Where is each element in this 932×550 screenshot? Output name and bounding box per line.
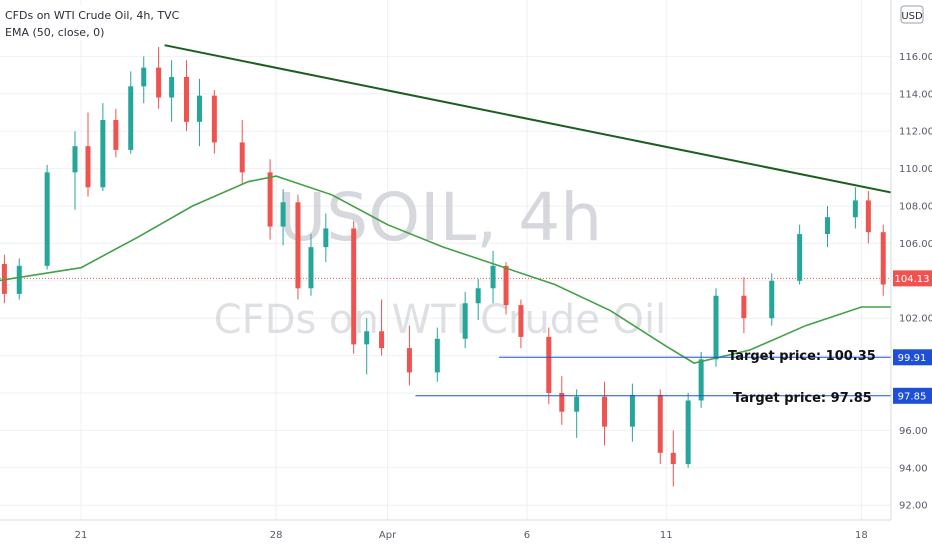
time-tick-label: 11 xyxy=(660,530,673,541)
currency-label: USD xyxy=(901,11,923,22)
symbol-title[interactable]: CFDs on WTI Crude Oil, 4h, TVC xyxy=(5,9,180,22)
price-tick-label: 108.00 xyxy=(899,202,932,213)
candle xyxy=(308,234,314,296)
candle xyxy=(267,159,273,240)
price-tick-label: 110.00 xyxy=(899,164,932,175)
target-price-label-2[interactable]: Target price: 97.85 xyxy=(733,391,872,406)
currency-button[interactable]: USD xyxy=(900,5,924,24)
candles xyxy=(1,47,914,487)
candle xyxy=(364,318,370,375)
candle xyxy=(824,206,830,248)
price-tick-label: 92.00 xyxy=(899,501,928,512)
candle xyxy=(183,60,189,132)
candle xyxy=(475,278,481,321)
price-tick-label: 96.00 xyxy=(899,426,928,437)
ema-indicator-label[interactable]: EMA (50, close, 0) xyxy=(5,26,104,39)
candle xyxy=(239,119,245,184)
candle xyxy=(72,131,78,210)
candle xyxy=(141,56,147,104)
target-levels xyxy=(415,356,891,397)
last-price-badge: 104.13 xyxy=(893,270,932,287)
price-tick-label: 106.00 xyxy=(899,239,932,250)
watermark-description: CFDs on WTI Crude Oil xyxy=(214,297,666,343)
candle xyxy=(685,393,691,468)
candle xyxy=(323,213,329,263)
candle xyxy=(880,224,886,296)
candle xyxy=(741,277,747,334)
price-axis[interactable] xyxy=(891,0,932,520)
time-tick-label: 21 xyxy=(75,530,88,541)
target-badge-1: 99.91 xyxy=(893,349,932,366)
candle xyxy=(602,381,608,446)
time-tick-label: 6 xyxy=(524,530,530,541)
chart-legend: CFDs on WTI Crude Oil, 4h, TVC EMA (50, … xyxy=(0,6,180,40)
candle xyxy=(280,189,286,246)
price-tick-label: 102.00 xyxy=(899,314,932,325)
candle xyxy=(44,164,50,270)
candle xyxy=(379,299,385,356)
candle xyxy=(518,299,524,349)
candle xyxy=(462,292,468,349)
candle xyxy=(16,258,22,300)
time-tick-label: Apr xyxy=(379,530,397,541)
candle xyxy=(100,103,106,192)
trendline[interactable] xyxy=(164,44,932,299)
candle xyxy=(128,71,134,154)
target-price-label-1[interactable]: Target price: 100.35 xyxy=(728,349,876,364)
svg-text:99.91: 99.91 xyxy=(898,353,927,364)
candle xyxy=(406,325,412,386)
watermark-symbol: USOIL, 4h xyxy=(278,179,602,256)
price-tick-label: 114.00 xyxy=(899,89,932,100)
candle xyxy=(169,60,175,122)
candle xyxy=(546,327,552,405)
candle xyxy=(85,112,91,197)
price-tick-label: 112.00 xyxy=(899,127,932,138)
candle xyxy=(559,376,565,425)
candle xyxy=(657,389,663,465)
candle xyxy=(490,250,496,304)
candle xyxy=(351,220,357,354)
time-tick-label: 18 xyxy=(855,530,868,541)
time-axis-ticks: 2128Apr6111825May9 xyxy=(75,530,868,541)
candle xyxy=(797,224,803,285)
candle xyxy=(574,389,580,438)
candle xyxy=(295,194,301,300)
chart-grid xyxy=(0,0,891,520)
svg-text:104.13: 104.13 xyxy=(895,274,930,285)
candle xyxy=(629,383,635,442)
target-badge-2: 97.85 xyxy=(893,387,932,404)
time-tick-label: 28 xyxy=(270,530,283,541)
candle xyxy=(434,327,440,382)
trendlines[interactable] xyxy=(164,44,932,445)
candle xyxy=(196,78,202,147)
candle xyxy=(865,191,871,244)
candle xyxy=(113,108,119,158)
candle xyxy=(211,90,217,154)
candle xyxy=(670,430,676,487)
price-tick-label: 116.00 xyxy=(899,52,932,63)
svg-text:97.85: 97.85 xyxy=(898,391,927,402)
candle xyxy=(852,187,858,229)
candle xyxy=(769,273,775,326)
candle xyxy=(713,288,719,367)
price-tick-label: 94.00 xyxy=(899,463,928,474)
candle xyxy=(156,47,162,109)
candle xyxy=(503,262,509,315)
ema-line xyxy=(0,175,932,364)
